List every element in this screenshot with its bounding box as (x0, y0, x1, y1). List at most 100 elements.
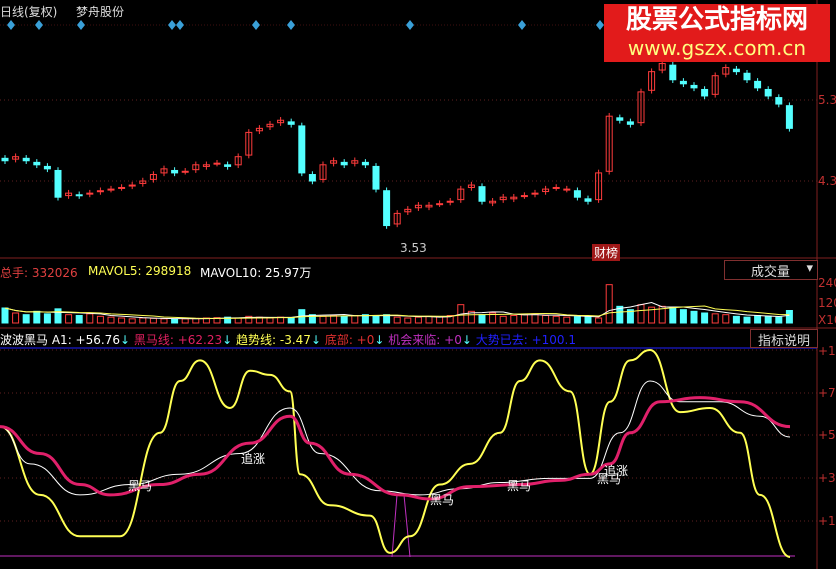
candle-body (96, 190, 104, 193)
volume-bar (573, 316, 581, 324)
candle-body (775, 97, 783, 105)
candle-body (107, 188, 115, 191)
candle-body (245, 131, 253, 156)
volume-bar (393, 316, 401, 324)
volume-bar (96, 315, 104, 324)
low-price-label: 3.53 (400, 241, 427, 255)
candle-body (202, 164, 210, 167)
volume-bar (160, 318, 168, 324)
candle-body (340, 161, 348, 166)
indicator-help-button[interactable]: 指标说明 (750, 329, 818, 349)
volume-bar (351, 315, 359, 324)
candle-body (160, 168, 168, 174)
volume-bar (22, 314, 30, 324)
indicator-axis-label: +79 (818, 386, 836, 400)
volume-bar (669, 306, 677, 324)
volume-bar (425, 315, 433, 324)
candle-body (722, 67, 730, 75)
candle-body (22, 157, 30, 162)
volume-bar (107, 316, 115, 324)
candle-body (637, 91, 645, 124)
volume-bar (637, 304, 645, 324)
signal-label: 追涨 (241, 451, 266, 466)
price-axis-label: 4.3 (818, 174, 836, 188)
candle-body (489, 200, 497, 204)
candle-body (679, 80, 687, 85)
signal-label: 黑马 (430, 493, 455, 508)
candle-body (118, 186, 126, 189)
volume-bar (563, 316, 571, 324)
candle-body (584, 198, 592, 202)
volume-bar (732, 315, 740, 324)
volume-bar (266, 317, 274, 324)
volume-bar (308, 314, 316, 324)
volume-bar (542, 315, 550, 324)
indicator-header: 波波黑马 A1: +56.76↓ 黑马线: +62.23↓ 趋势线: -3.47… (0, 333, 577, 347)
signal-diamond-icon (168, 20, 176, 30)
candle-body (213, 162, 221, 165)
volume-ma10: MAVOL10: 25.97万 (200, 266, 312, 280)
watermark-logo: 股票公式指标网 www.gszx.com.cn (604, 4, 830, 62)
news-badge[interactable]: 财榜 (592, 244, 621, 261)
volume-axis-label: 240 (818, 276, 836, 290)
volume-ma-line (4, 305, 790, 319)
candle-body (75, 194, 83, 197)
candle-body (499, 196, 507, 201)
indicator-axis-label: +58 (818, 428, 836, 442)
volume-bar (245, 315, 253, 324)
candle-body (457, 188, 465, 201)
candle-body (605, 115, 613, 172)
candle-body (404, 208, 412, 213)
candle-body (425, 204, 433, 208)
volume-bar (12, 312, 20, 324)
chevron-down-icon: ▾ (806, 261, 813, 276)
volume-bar (775, 316, 783, 324)
signal-diamond-icon (596, 20, 604, 30)
candle-body (308, 174, 316, 182)
volume-total: 总手: 332026 (0, 266, 78, 280)
indicator-axis-label: +10 (818, 344, 836, 358)
indicator-selector[interactable]: 成交量 ▾ (724, 260, 818, 280)
volume-bar (722, 314, 730, 324)
volume-bar (171, 318, 179, 324)
volume-bar (33, 310, 41, 324)
signal-diamond-icon (287, 20, 295, 30)
candle-body (139, 180, 147, 184)
price-axis-label: 5.3 (818, 93, 836, 107)
indicator-axis-label: +17 (818, 514, 836, 528)
candle-body (86, 192, 94, 195)
volume-ma-line (4, 301, 790, 320)
volume-bar (340, 315, 348, 324)
volume-axis-label: 120 (818, 296, 836, 310)
candle-body (764, 88, 772, 97)
volume-bar (65, 314, 73, 324)
candle-body (12, 156, 20, 160)
candle-body (669, 64, 677, 81)
candle-body (648, 71, 656, 91)
volume-bar (552, 315, 560, 324)
candle-body (181, 170, 189, 173)
candle-body (563, 188, 571, 191)
candle-body (552, 186, 560, 189)
signal-label: 黑马 (597, 472, 622, 487)
volume-bar (743, 316, 751, 324)
candle-body (414, 204, 422, 209)
volume-bar (679, 309, 687, 324)
candle-body (33, 161, 41, 166)
candle-body (701, 88, 709, 97)
candle-body (478, 186, 486, 202)
candle-body (351, 160, 359, 164)
signal-label: 追涨 (604, 464, 629, 479)
candle-body (171, 169, 179, 174)
volume-bar (361, 314, 369, 324)
candle-body (595, 172, 603, 201)
candle-body (658, 63, 666, 71)
volume-bar (86, 313, 94, 324)
volume-bar (372, 315, 380, 324)
a1-line (0, 348, 791, 558)
volume-bar (754, 315, 762, 324)
candle-body (266, 123, 274, 128)
volume-axis-label: X10 (818, 313, 836, 327)
